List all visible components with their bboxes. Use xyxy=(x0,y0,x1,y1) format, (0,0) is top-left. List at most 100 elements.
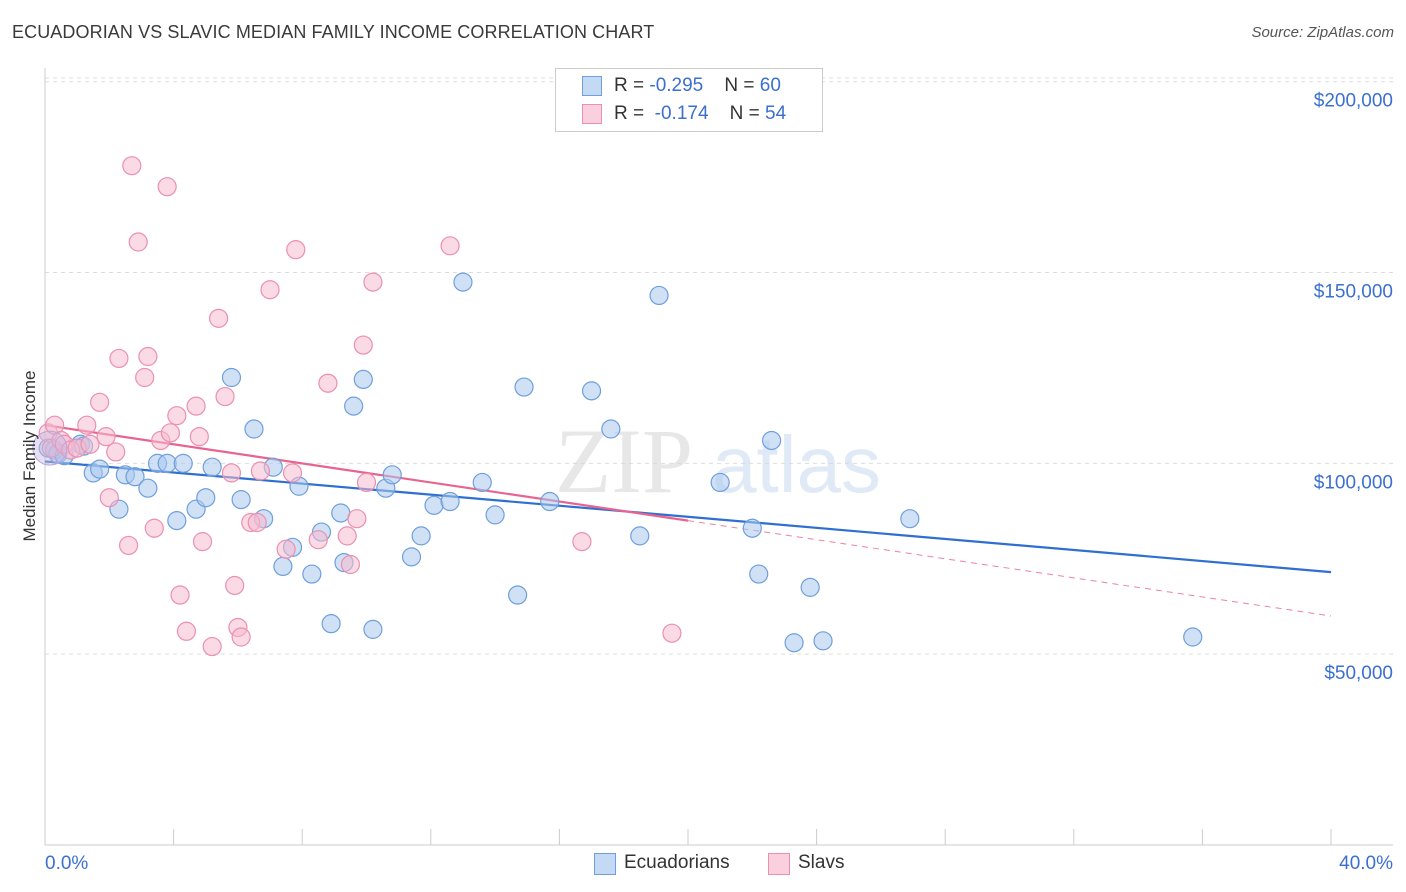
legend-r-value: -0.174 xyxy=(654,103,709,124)
slav-point xyxy=(109,348,129,369)
tick-labels: $50,000 $100,000 $150,000 $200,000 0.0% 40.0% xyxy=(45,91,1393,874)
slav-point xyxy=(572,532,592,552)
ecuadorian-point xyxy=(331,503,351,523)
slav-point xyxy=(337,526,357,546)
ecuadorian-point xyxy=(514,377,534,397)
slav-point xyxy=(308,530,328,550)
ecuadorian-point xyxy=(472,472,492,493)
ecuadorian-point xyxy=(196,488,216,508)
slav-point xyxy=(192,532,213,552)
slav-point xyxy=(186,396,206,416)
legend-swatch-pink xyxy=(582,104,602,124)
slav-point xyxy=(276,539,296,559)
slav-point xyxy=(128,232,148,252)
slav-point xyxy=(318,373,338,393)
slav-point xyxy=(77,415,97,435)
ecuadorian-point xyxy=(353,369,373,390)
ecuadorian-point xyxy=(813,631,833,651)
slav-point xyxy=(215,386,235,407)
watermark-zip: ZIP xyxy=(555,410,693,512)
legend-r-value: -0.295 xyxy=(649,75,704,96)
y-tick-label: $200,000 xyxy=(1314,91,1393,112)
slav-point xyxy=(106,442,126,462)
ecuadorian-point xyxy=(138,478,158,498)
bottom-legend-swatch-blue xyxy=(594,853,616,875)
ecuadorian-point xyxy=(244,419,264,439)
ecuadorian-point xyxy=(1183,627,1203,647)
ecuadorian-point xyxy=(440,491,460,512)
grid-lines xyxy=(45,77,1393,655)
slav-point xyxy=(122,156,142,176)
slav-point xyxy=(138,346,158,367)
ecuadorian-point xyxy=(363,619,383,639)
ecuadorian-point xyxy=(424,495,444,515)
legend-n-value: 54 xyxy=(765,103,787,124)
ecuadorian-point xyxy=(231,490,251,510)
ecuadorian-point xyxy=(382,465,402,485)
legend-n-label: N = xyxy=(724,75,760,96)
slav-point xyxy=(170,585,190,605)
slav-point xyxy=(167,406,187,426)
y-tick-label: $150,000 xyxy=(1314,282,1393,303)
slav-point xyxy=(176,621,197,641)
slav-point xyxy=(135,367,155,388)
slav-point xyxy=(209,308,229,328)
ecuadorian-point xyxy=(784,633,804,653)
watermark-atlas: atlas xyxy=(712,420,881,509)
ecuadorian-point xyxy=(173,453,193,473)
watermark: ZIP atlas xyxy=(555,410,881,512)
y-axis-label: Median Family Income xyxy=(20,370,39,541)
cluster-point xyxy=(32,430,68,466)
data-points xyxy=(32,156,1203,657)
ecuadorian-point xyxy=(900,509,920,529)
y-tick-label: $50,000 xyxy=(1324,663,1393,684)
slav-point xyxy=(99,488,119,508)
slav-point xyxy=(282,463,303,483)
ecuadorian-point xyxy=(710,472,730,493)
slav-trend-line-extension xyxy=(687,520,1332,617)
ecuadorian-point xyxy=(157,453,177,473)
legend-n-value: 60 xyxy=(759,75,781,96)
y-tick-label: $100,000 xyxy=(1314,472,1393,493)
ecuadorian-point xyxy=(202,457,222,477)
slav-point xyxy=(347,509,367,529)
ecuadorian-point xyxy=(749,564,769,584)
slav-point xyxy=(340,554,361,575)
slav-point xyxy=(231,627,251,647)
slav-point xyxy=(363,272,383,292)
ecuadorian-point xyxy=(302,564,322,584)
ecuadorian-point xyxy=(411,526,431,546)
slav-point xyxy=(662,623,682,643)
slav-point xyxy=(160,423,180,443)
slav-point xyxy=(356,472,377,493)
slav-point xyxy=(202,636,222,657)
slav-point xyxy=(353,335,373,355)
stats-legend: R = -0.295 N = 60 R = -0.174 N = 54 xyxy=(555,68,823,132)
ecuadorian-point xyxy=(401,547,422,567)
ecuadorian-point xyxy=(761,430,782,451)
slav-point xyxy=(260,280,280,300)
ecuadorian-point xyxy=(90,459,110,479)
bottom-legend-label: Ecuadorians xyxy=(624,852,730,873)
slav-point xyxy=(247,512,267,533)
slav-point xyxy=(96,427,116,447)
ecuadorian-point xyxy=(742,518,762,538)
chart-title: ECUADORIAN VS SLAVIC MEDIAN FAMILY INCOM… xyxy=(12,22,655,42)
ecuadorian-point xyxy=(221,367,242,388)
slav-point xyxy=(144,518,164,538)
bottom-legend-label: Slavs xyxy=(798,852,845,873)
ecuadorian-point xyxy=(800,577,820,597)
slav-point xyxy=(250,461,271,481)
ecuadorian-point xyxy=(344,396,364,416)
ecuadorian-point xyxy=(601,419,621,439)
slav-point xyxy=(157,177,177,197)
source-label: Source: ZipAtlas.com xyxy=(1251,24,1394,41)
legend-swatch-blue xyxy=(582,76,602,96)
ecuadorian-point xyxy=(508,585,528,605)
ecuadorian-point xyxy=(630,526,650,546)
legend-r-label: R = xyxy=(614,75,650,96)
x-tick-label-max: 40.0% xyxy=(1339,853,1393,874)
slav-point xyxy=(118,535,139,556)
ecuadorian-point xyxy=(167,511,187,531)
